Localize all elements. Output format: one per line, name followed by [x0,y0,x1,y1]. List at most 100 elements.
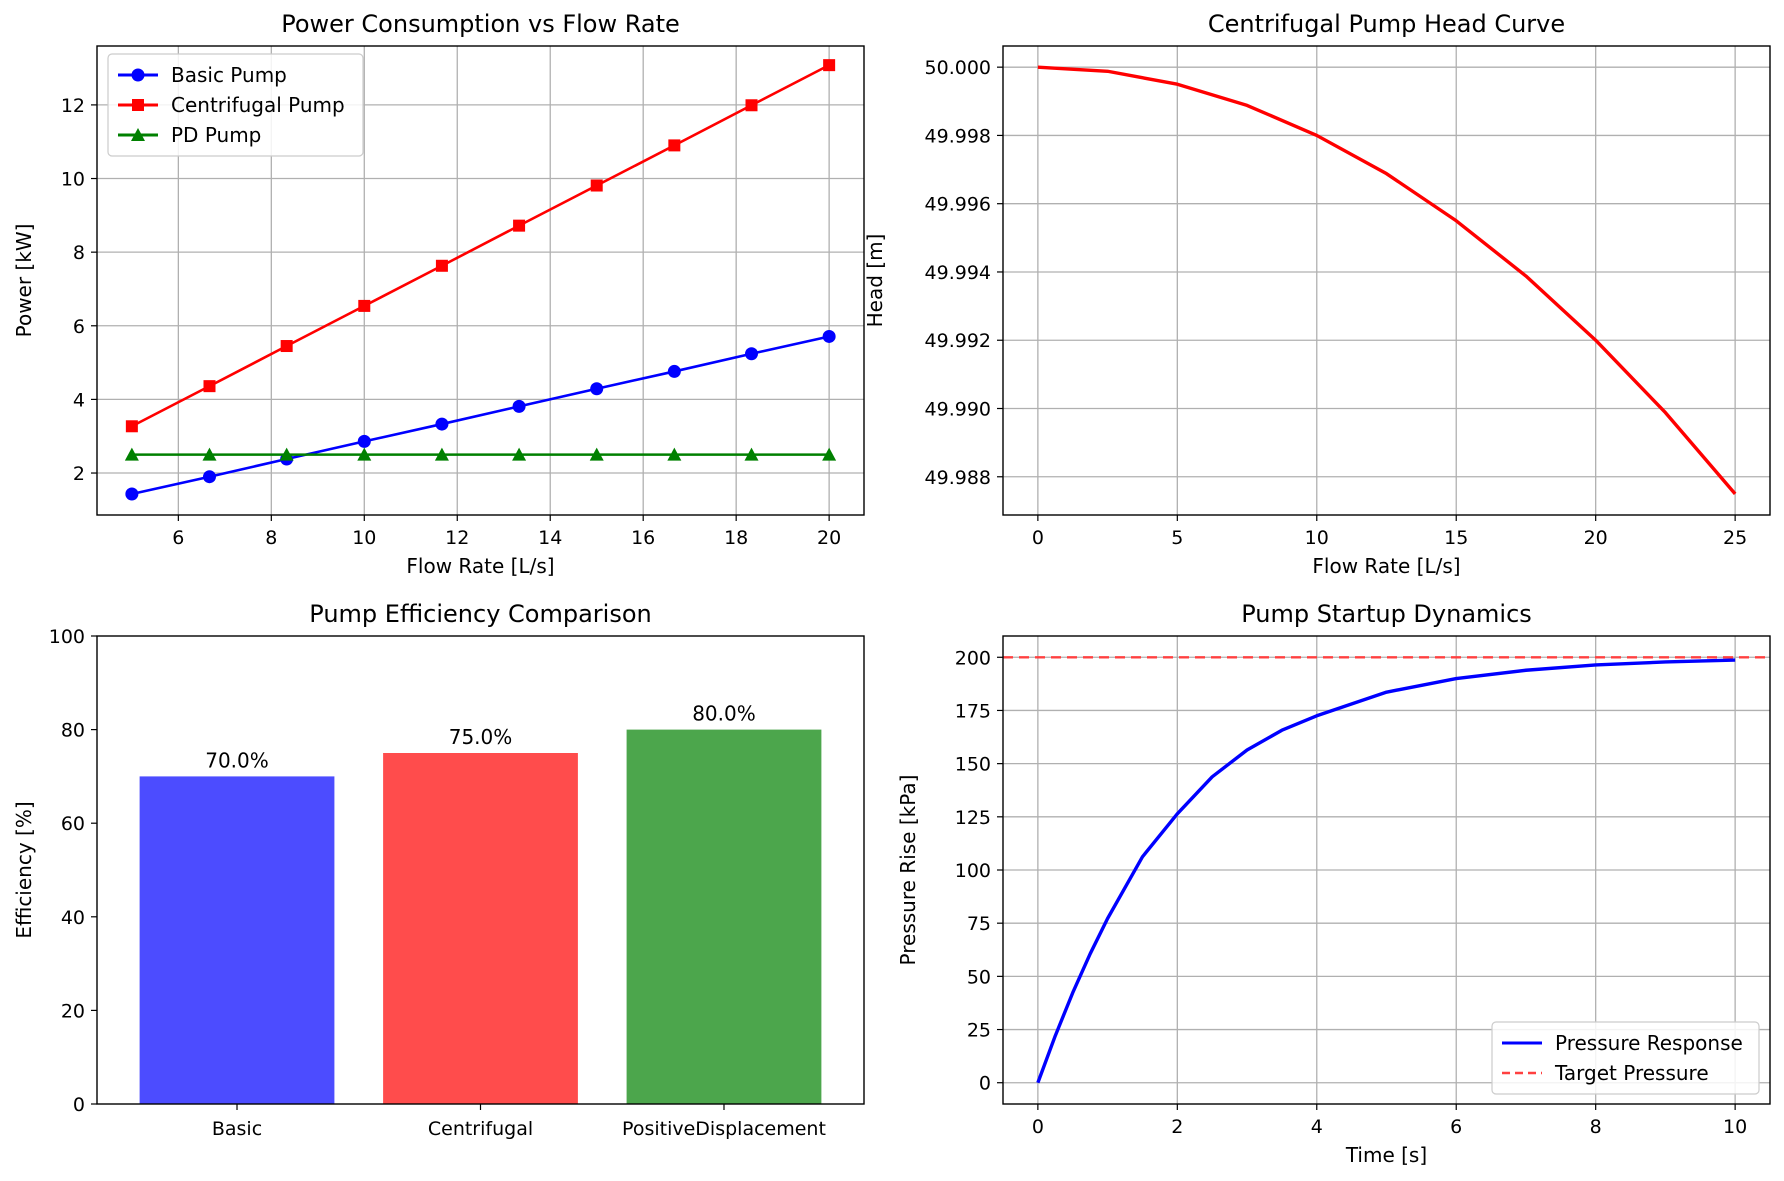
y-tick-label: 49.992 [925,330,991,352]
series-line [131,335,830,496]
data-point [745,347,759,361]
legend-label: Target Pressure [1554,1061,1709,1085]
y-tick-label: 200 [955,647,991,669]
bar-positivedisplacement [626,729,822,1104]
chart-title: Pump Startup Dynamics [1241,600,1532,628]
x-tick-label: 15 [1444,527,1468,549]
legend-label: Basic Pump [171,63,287,87]
plot-area [139,729,822,1104]
data-point [822,329,836,343]
x-axis-label: Flow Rate [L/s] [406,554,554,578]
grid [97,46,864,515]
data-point [590,382,604,396]
data-point [357,434,371,448]
x-tick-label: 0 [1032,527,1044,549]
data-point [435,259,448,272]
x-tick-label: 2 [1171,1116,1183,1138]
legend: Pressure Response Target Pressure [1491,1021,1760,1095]
plot-area [1037,65,1737,495]
y-tick-label: 6 [73,316,85,338]
data-point [590,179,603,192]
y-tick-label: 10 [61,169,85,191]
y-tick-label: 20 [61,1000,85,1022]
y-axis-label: Efficiency [%] [12,801,36,938]
x-axis-label: Time [s] [1345,1143,1427,1167]
y-tick-label: 49.990 [925,399,991,421]
data-point [667,447,682,461]
chart-title: Centrifugal Pump Head Curve [1208,10,1565,38]
legend-label: Centrifugal Pump [171,93,345,117]
x-tick-label: 10 [1723,1116,1747,1138]
data-point [512,399,526,413]
x-tick-label: PositiveDisplacement [622,1118,826,1140]
y-tick-label: 150 [955,754,991,776]
x-tick-label: 8 [265,527,277,549]
y-axis-label: Power [kW] [12,224,36,338]
y-tick-label: 175 [955,700,991,722]
y-tick-label: 0 [73,1094,85,1116]
series-line [131,63,830,428]
y-tick-label: 25 [967,1020,991,1042]
x-tick-label: 16 [631,527,655,549]
data-point [202,470,216,484]
bar-basic [139,776,335,1104]
y-tick-label: 4 [73,389,85,411]
data-point [513,219,526,232]
y-tick-label: 49.996 [925,194,991,216]
data-point [434,447,449,461]
data-point [668,139,681,152]
y-tick-label: 75 [967,913,991,935]
axes-frame [1002,45,1771,516]
plot-area [1003,656,1770,1084]
y-axis-label: Head [m] [863,234,887,328]
data-point [589,447,604,461]
legend-box [107,53,364,157]
x-tick-label: 20 [817,527,841,549]
data-point [358,299,371,312]
x-tick-label: 10 [1305,527,1329,549]
y-tick-label: 49.994 [925,262,991,284]
x-tick-label: 4 [1311,1116,1323,1138]
x-tick-label: 14 [538,527,562,549]
x-tick-label: 0 [1032,1116,1044,1138]
data-point [512,447,527,461]
legend-marker [131,128,145,141]
data-point [822,447,837,461]
y-tick-label: 2 [73,463,85,485]
y-tick-label: 125 [955,807,991,829]
bar-centrifugal [383,753,578,1104]
axes-frame [96,45,865,516]
series-line [1036,658,1736,1084]
bar-value-label: 70.0% [205,748,269,772]
data-point [203,380,216,393]
x-tick-label: 8 [1590,1116,1602,1138]
grid [1003,46,1770,515]
x-tick-label: 12 [445,527,469,549]
y-tick-label: 49.988 [925,467,991,489]
y-axis-label: Pressure Rise [kPa] [896,775,920,966]
x-tick-label: 25 [1723,527,1747,549]
data-point [357,447,372,461]
bar-value-label: 80.0% [692,702,756,726]
x-tick-label: Centrifugal [428,1118,533,1140]
legend: Basic Pump Centrifugal Pump PD Pump [107,53,364,157]
y-tick-label: 80 [61,720,85,742]
plot-area [124,59,837,501]
x-tick-label: 6 [1450,1116,1462,1138]
legend-marker [132,99,144,111]
chart-title: Pump Efficiency Comparison [309,600,651,628]
y-tick-label: 49.998 [925,125,991,147]
y-tick-label: 50.000 [925,57,991,79]
y-tick-label: 40 [61,907,85,929]
y-tick-label: 60 [61,813,85,835]
y-tick-label: 100 [49,626,85,648]
x-tick-label: 10 [352,527,376,549]
y-tick-label: 50 [967,966,991,988]
data-point [435,417,449,431]
data-point [280,340,293,353]
data-point [125,487,139,501]
x-tick-label: 5 [1171,527,1183,549]
data-point [125,420,138,433]
y-tick-label: 8 [73,242,85,264]
